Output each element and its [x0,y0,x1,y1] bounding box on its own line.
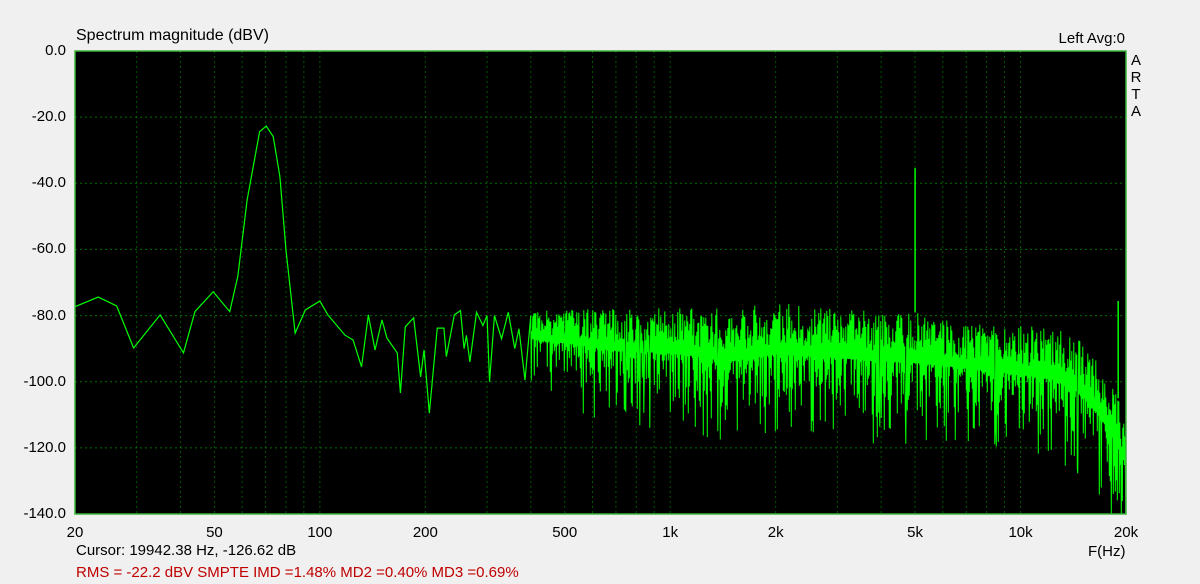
x-tick-label: 2k [767,524,784,541]
channel-info: Left Avg:0 [1058,30,1125,47]
arta-logo: A R T A [1130,52,1142,120]
spectrum-trace [74,125,532,414]
x-tick-label: 1k [662,524,679,541]
y-tick-label: -100.0 [23,372,66,390]
spectrum-noise-trace [530,303,1127,515]
x-tick-label: 100 [307,524,333,541]
x-tick-label: 5k [907,524,923,541]
x-tick-label: 50 [206,524,223,541]
plot-border [74,50,1127,515]
plot-background [75,51,1126,514]
x-tick-label: 20 [66,524,84,541]
logo-letter: T [1131,86,1141,103]
x-axis-unit: F(Hz) [1088,543,1126,560]
y-tick-label: -80.0 [31,306,66,324]
x-tick-label: 500 [552,524,578,541]
y-tick-label: -20.0 [31,108,66,126]
y-tick-label: -60.0 [31,240,66,258]
y-tick-label: -140.0 [23,505,66,522]
chart-title: Spectrum magnitude (dBV) [76,27,269,44]
y-tick-label: -40.0 [31,174,66,192]
logo-letter: A [1130,103,1141,120]
x-tick-label: 10k [1008,524,1033,541]
x-tick-label: 200 [412,524,438,541]
logo-letter: A [1130,52,1141,69]
cursor-readout: Cursor: 19942.38 Hz, -126.62 dB [76,542,297,559]
y-tick-label: -120.0 [23,438,66,456]
logo-letter: R [1130,69,1142,86]
y-tick-label: 0.0 [45,42,66,59]
stats-readout: RMS = -22.2 dBV SMPTE IMD =1.48% MD2 =0.… [76,564,519,581]
x-tick-label: 20k [1113,524,1139,541]
